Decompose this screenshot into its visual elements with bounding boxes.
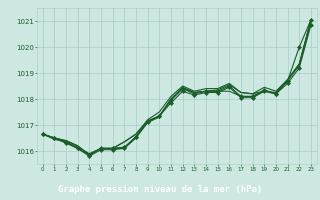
Text: Graphe pression niveau de la mer (hPa): Graphe pression niveau de la mer (hPa) bbox=[58, 184, 262, 194]
